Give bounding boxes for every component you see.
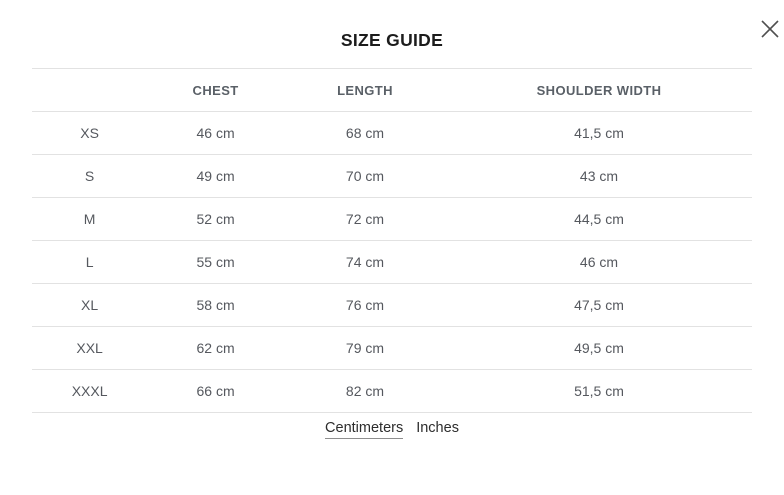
table-header-row: CHEST LENGTH SHOULDER WIDTH — [32, 68, 752, 112]
chest-cell: 49 cm — [147, 154, 284, 198]
table-row: L 55 cm 74 cm 46 cm — [32, 240, 752, 284]
table-row: XL 58 cm 76 cm 47,5 cm — [32, 283, 752, 327]
chest-cell: 62 cm — [147, 326, 284, 370]
shoulder-width-cell: 43 cm — [445, 154, 752, 198]
table-row: XXL 62 cm 79 cm 49,5 cm — [32, 326, 752, 370]
size-cell: XS — [32, 111, 148, 155]
column-header-chest: CHEST — [147, 68, 284, 112]
shoulder-width-cell: 44,5 cm — [445, 197, 752, 241]
shoulder-width-cell: 47,5 cm — [445, 283, 752, 327]
size-guide-table: CHEST LENGTH SHOULDER WIDTH XS 46 cm 68 … — [32, 68, 752, 413]
length-cell: 68 cm — [283, 111, 446, 155]
column-header-length: LENGTH — [283, 68, 446, 112]
size-cell: XXL — [32, 326, 148, 370]
chest-cell: 55 cm — [147, 240, 284, 284]
size-cell: L — [32, 240, 148, 284]
unit-option-centimeters[interactable]: Centimeters — [325, 420, 404, 439]
x-icon — [761, 20, 779, 38]
table-row: XXXL 66 cm 82 cm 51,5 cm — [32, 369, 752, 413]
table-row: S 49 cm 70 cm 43 cm — [32, 154, 752, 198]
chest-cell: 58 cm — [147, 283, 284, 327]
size-guide-modal: SIZE GUIDE CHEST LENGTH SHOULDER WIDTH X… — [0, 20, 784, 439]
size-cell: S — [32, 154, 148, 198]
shoulder-width-cell: 49,5 cm — [445, 326, 752, 370]
length-cell: 82 cm — [283, 369, 446, 413]
size-cell: XXXL — [32, 369, 148, 413]
table-row: XS 46 cm 68 cm 41,5 cm — [32, 111, 752, 155]
shoulder-width-cell: 46 cm — [445, 240, 752, 284]
length-cell: 79 cm — [283, 326, 446, 370]
unit-option-inches[interactable]: Inches — [416, 420, 459, 436]
length-cell: 70 cm — [283, 154, 446, 198]
chest-cell: 52 cm — [147, 197, 284, 241]
chest-cell: 66 cm — [147, 369, 284, 413]
column-header-shoulder-width: SHOULDER WIDTH — [445, 68, 752, 112]
chest-cell: 46 cm — [147, 111, 284, 155]
page-title: SIZE GUIDE — [340, 30, 444, 50]
table-row: M 52 cm 72 cm 44,5 cm — [32, 197, 752, 241]
size-cell: M — [32, 197, 148, 241]
unit-toggle: Centimeters Inches — [0, 420, 784, 439]
shoulder-width-cell: 51,5 cm — [445, 369, 752, 413]
length-cell: 74 cm — [283, 240, 446, 284]
length-cell: 72 cm — [283, 197, 446, 241]
shoulder-width-cell: 41,5 cm — [445, 111, 752, 155]
size-cell: XL — [32, 283, 148, 327]
length-cell: 76 cm — [283, 283, 446, 327]
close-icon[interactable] — [758, 17, 782, 41]
column-header-size — [32, 68, 148, 112]
